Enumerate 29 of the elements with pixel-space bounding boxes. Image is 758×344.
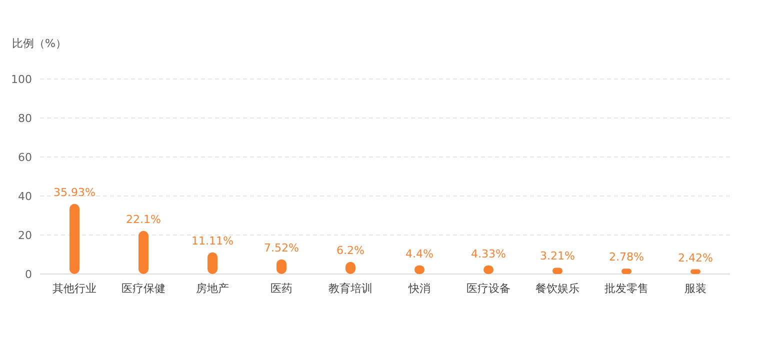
x-tick-label: 医疗设备 <box>466 282 510 295</box>
y-tick-label: 20 <box>18 229 32 242</box>
x-tick-label: 教育培训 <box>328 282 372 295</box>
data-label: 4.33% <box>471 248 506 261</box>
y-tick-label: 80 <box>18 112 32 125</box>
data-label: 2.78% <box>609 250 644 264</box>
bar <box>138 230 148 274</box>
y-tick-label: 40 <box>18 190 32 203</box>
data-label: 7.52% <box>264 241 299 254</box>
x-tick-label: 其他行业 <box>52 282 96 295</box>
x-tick-label: 医药 <box>270 282 292 295</box>
y-tick-label: 0 <box>25 268 32 281</box>
data-label: 3.21% <box>540 250 575 263</box>
data-label: 4.4% <box>406 247 434 260</box>
data-label: 11.11% <box>192 234 234 248</box>
x-tick-label: 服装 <box>684 282 706 295</box>
x-tick-label: 快消 <box>408 282 430 295</box>
y-axis-title: 比例（%） <box>12 37 66 50</box>
x-tick-label: 餐饮娱乐 <box>536 282 580 295</box>
y-tick-label: 60 <box>18 151 32 164</box>
x-tick-label: 批发零售 <box>604 282 648 295</box>
y-tick-label: 100 <box>11 73 32 86</box>
x-tick-label: 医疗保健 <box>122 282 166 295</box>
data-label: 2.42% <box>678 251 713 264</box>
data-label: 35.93% <box>54 186 96 199</box>
data-label: 22.1% <box>126 212 161 226</box>
x-tick-label: 房地产 <box>196 282 229 295</box>
bar <box>70 204 80 274</box>
data-label: 6.2% <box>336 244 364 257</box>
